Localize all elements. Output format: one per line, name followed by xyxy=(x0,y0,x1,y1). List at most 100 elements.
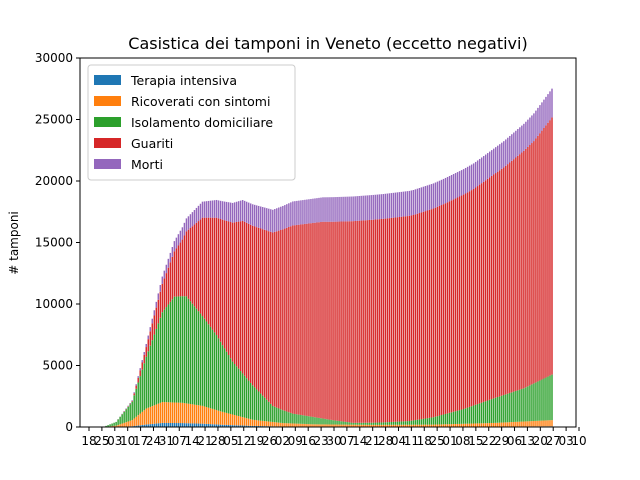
bar-ricoverati-183 xyxy=(458,423,461,427)
bar-guariti-119 xyxy=(330,221,332,420)
bar-guariti-54 xyxy=(199,219,202,314)
bar-morti-229 xyxy=(551,88,553,118)
bar-guariti-197 xyxy=(486,178,489,401)
bar-ricoverati-100 xyxy=(292,423,294,427)
bar-ricoverati-118 xyxy=(328,424,330,427)
bar-isolamento-162 xyxy=(416,419,419,425)
bar-morti-191 xyxy=(474,161,477,188)
bar-isolamento-169 xyxy=(430,417,433,425)
bar-guariti-109 xyxy=(310,223,312,417)
bar-guariti-224 xyxy=(541,130,543,380)
bar-isolamento-46 xyxy=(183,296,186,404)
bar-guariti-152 xyxy=(396,217,399,422)
bar-guariti-83 xyxy=(258,227,260,392)
bar-ricoverati-184 xyxy=(460,423,463,427)
bar-isolamento-24 xyxy=(139,376,141,414)
bar-guariti-136 xyxy=(364,220,366,423)
bar-guariti-33 xyxy=(157,299,160,324)
y-tick-label-4: 20000 xyxy=(35,174,73,188)
bar-isolamento-84 xyxy=(260,393,262,421)
bar-ricoverati-25 xyxy=(141,411,143,426)
bar-guariti-37 xyxy=(165,273,168,308)
bar-ricoverati-12 xyxy=(115,425,117,427)
bar-ricoverati-171 xyxy=(434,424,437,427)
bar-isolamento-11 xyxy=(113,422,115,426)
bar-morti-19 xyxy=(129,403,131,404)
bar-isolamento-218 xyxy=(529,385,531,422)
bar-guariti-179 xyxy=(450,200,453,413)
bar-ricoverati-45 xyxy=(181,402,184,424)
bar-isolamento-48 xyxy=(187,298,190,404)
bar-ricoverati-54 xyxy=(199,405,202,424)
bar-isolamento-204 xyxy=(501,395,503,423)
bar-isolamento-105 xyxy=(302,415,304,424)
bar-ricoverati-105 xyxy=(302,423,304,427)
bar-guariti-214 xyxy=(521,152,523,389)
bar-terapia-74 xyxy=(239,425,242,427)
bar-isolamento-202 xyxy=(497,397,499,423)
bar-guariti-107 xyxy=(306,223,308,416)
bar-morti-87 xyxy=(266,208,268,231)
bar-isolamento-91 xyxy=(274,406,276,423)
bar-ricoverati-78 xyxy=(247,418,250,426)
bar-ricoverati-75 xyxy=(241,417,244,426)
bar-ricoverati-82 xyxy=(255,420,258,426)
bar-ricoverati-200 xyxy=(493,422,495,427)
bar-isolamento-176 xyxy=(444,413,447,425)
bar-morti-168 xyxy=(428,184,431,210)
bar-guariti-142 xyxy=(376,219,378,423)
bar-guariti-156 xyxy=(404,216,407,422)
bar-isolamento-198 xyxy=(489,399,491,424)
bar-isolamento-178 xyxy=(448,412,451,425)
bar-morti-81 xyxy=(253,204,256,227)
bar-morti-205 xyxy=(503,141,505,168)
bar-ricoverati-19 xyxy=(129,420,131,427)
bar-morti-148 xyxy=(388,193,391,219)
bar-morti-18 xyxy=(127,405,129,407)
bar-isolamento-66 xyxy=(223,348,226,413)
bar-isolamento-78 xyxy=(247,380,250,419)
bar-isolamento-116 xyxy=(324,418,326,425)
bar-isolamento-133 xyxy=(358,422,360,425)
bar-isolamento-36 xyxy=(163,309,166,403)
x-tick-label-36: 27 xyxy=(546,434,561,448)
bar-isolamento-143 xyxy=(378,422,380,425)
bar-ricoverati-155 xyxy=(402,424,405,427)
x-tick-label-2: 03 xyxy=(107,434,122,448)
bar-ricoverati-89 xyxy=(270,421,272,427)
bar-ricoverati-96 xyxy=(284,423,286,427)
bar-ricoverati-55 xyxy=(201,405,204,424)
bar-isolamento-60 xyxy=(211,329,214,409)
bar-guariti-113 xyxy=(318,222,320,418)
x-tick-label-0: 18 xyxy=(81,434,96,448)
bar-isolamento-149 xyxy=(390,421,393,425)
bar-morti-223 xyxy=(539,105,541,134)
bar-guariti-159 xyxy=(410,215,413,421)
bar-isolamento-82 xyxy=(255,389,258,421)
bar-morti-38 xyxy=(167,258,170,268)
bar-terapia-58 xyxy=(207,424,210,427)
bar-morti-99 xyxy=(290,202,292,227)
legend-label-morti: Morti xyxy=(131,157,163,172)
bar-guariti-229 xyxy=(551,117,553,375)
bar-guariti-162 xyxy=(416,213,419,420)
bar-ricoverati-116 xyxy=(324,424,326,427)
bar-isolamento-220 xyxy=(533,383,535,421)
bar-guariti-55 xyxy=(201,217,204,317)
bar-morti-98 xyxy=(288,203,290,227)
bar-guariti-29 xyxy=(149,331,151,346)
bar-isolamento-31 xyxy=(153,334,155,406)
bar-isolamento-229 xyxy=(551,374,553,421)
bar-ricoverati-97 xyxy=(286,423,288,427)
bar-ricoverati-88 xyxy=(268,421,270,427)
bar-isolamento-54 xyxy=(199,313,202,406)
bar-morti-184 xyxy=(460,170,463,196)
bar-morti-190 xyxy=(472,163,475,189)
bar-ricoverati-39 xyxy=(169,402,172,423)
bar-isolamento-172 xyxy=(436,416,439,425)
bar-guariti-146 xyxy=(384,218,386,423)
bar-isolamento-16 xyxy=(123,411,125,423)
x-tick-label-17: 16 xyxy=(301,434,316,448)
bar-morti-155 xyxy=(402,191,405,217)
bar-morti-208 xyxy=(509,135,511,163)
